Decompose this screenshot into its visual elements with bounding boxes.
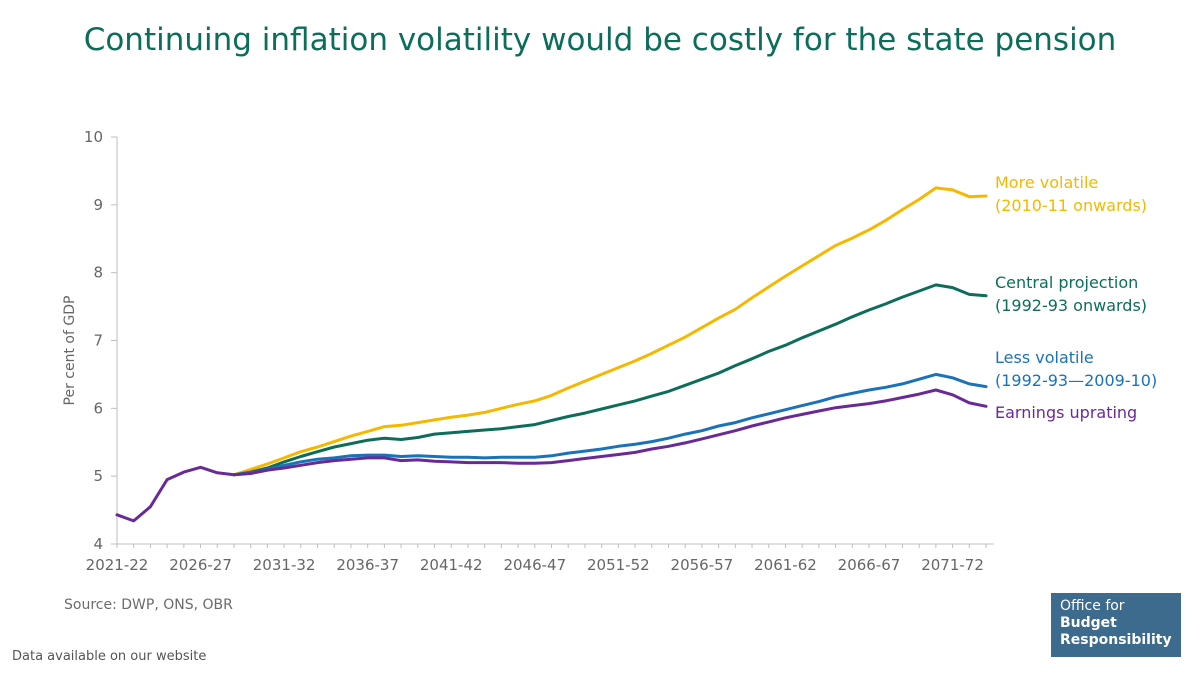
y-tick-label: 6 [93, 399, 103, 417]
y-tick-label: 4 [93, 535, 103, 553]
x-tick-label: 2036-37 [336, 556, 399, 574]
x-tick-label: 2031-32 [253, 556, 316, 574]
y-axis-title: Per cent of GDP [62, 296, 78, 406]
x-tick-label: 2026-27 [169, 556, 232, 574]
x-tick-label: 2061-62 [754, 556, 817, 574]
y-tick-label: 9 [93, 196, 103, 214]
series-label: (1992-93—2009-10) [995, 371, 1157, 390]
x-tick-label: 2066-67 [838, 556, 901, 574]
series-line [232, 186, 988, 477]
y-tick-label: 7 [93, 332, 103, 350]
y-tick-label: 10 [84, 128, 103, 146]
series-layer [115, 186, 988, 523]
x-tick-label: 2051-52 [587, 556, 650, 574]
series-line [232, 283, 988, 477]
series-label: Central projection [995, 273, 1138, 292]
y-tick-label: 8 [93, 264, 103, 282]
website-note: Data available on our website [12, 649, 207, 664]
series-line [115, 388, 988, 523]
chart-axes: 4 5 6 7 8 9 10 2021-22 2026-27 2031-32 2036-37 2041… [62, 128, 994, 574]
series-label: More volatile [995, 173, 1098, 192]
x-tick-label: 2056-57 [671, 556, 734, 574]
y-tick-label: 5 [93, 467, 103, 485]
logo-line-2: Budget [1060, 615, 1117, 631]
logo-line-3: Responsibility [1060, 632, 1172, 648]
x-tick-label: 2021-22 [86, 556, 149, 574]
series-label: Less volatile [995, 348, 1094, 367]
series-labels: More volatile (2010-11 onwards) Central pr… [995, 173, 1157, 422]
chart-title: Continuing inflation volatility would be… [83, 22, 1117, 58]
series-label: (2010-11 onwards) [995, 196, 1147, 215]
logo-line-1: Office for [1060, 598, 1125, 614]
x-tick-label: 2041-42 [420, 556, 483, 574]
series-line [232, 372, 988, 477]
series-label: (1992-93 onwards) [995, 296, 1147, 315]
source-note: Source: DWP, ONS, OBR [64, 597, 233, 613]
x-tick-label: 2046-47 [503, 556, 566, 574]
obr-logo: Office for Budget Responsibility [1051, 593, 1181, 657]
x-tick-label: 2071-72 [921, 556, 984, 574]
series-label: Earnings uprating [995, 403, 1137, 422]
